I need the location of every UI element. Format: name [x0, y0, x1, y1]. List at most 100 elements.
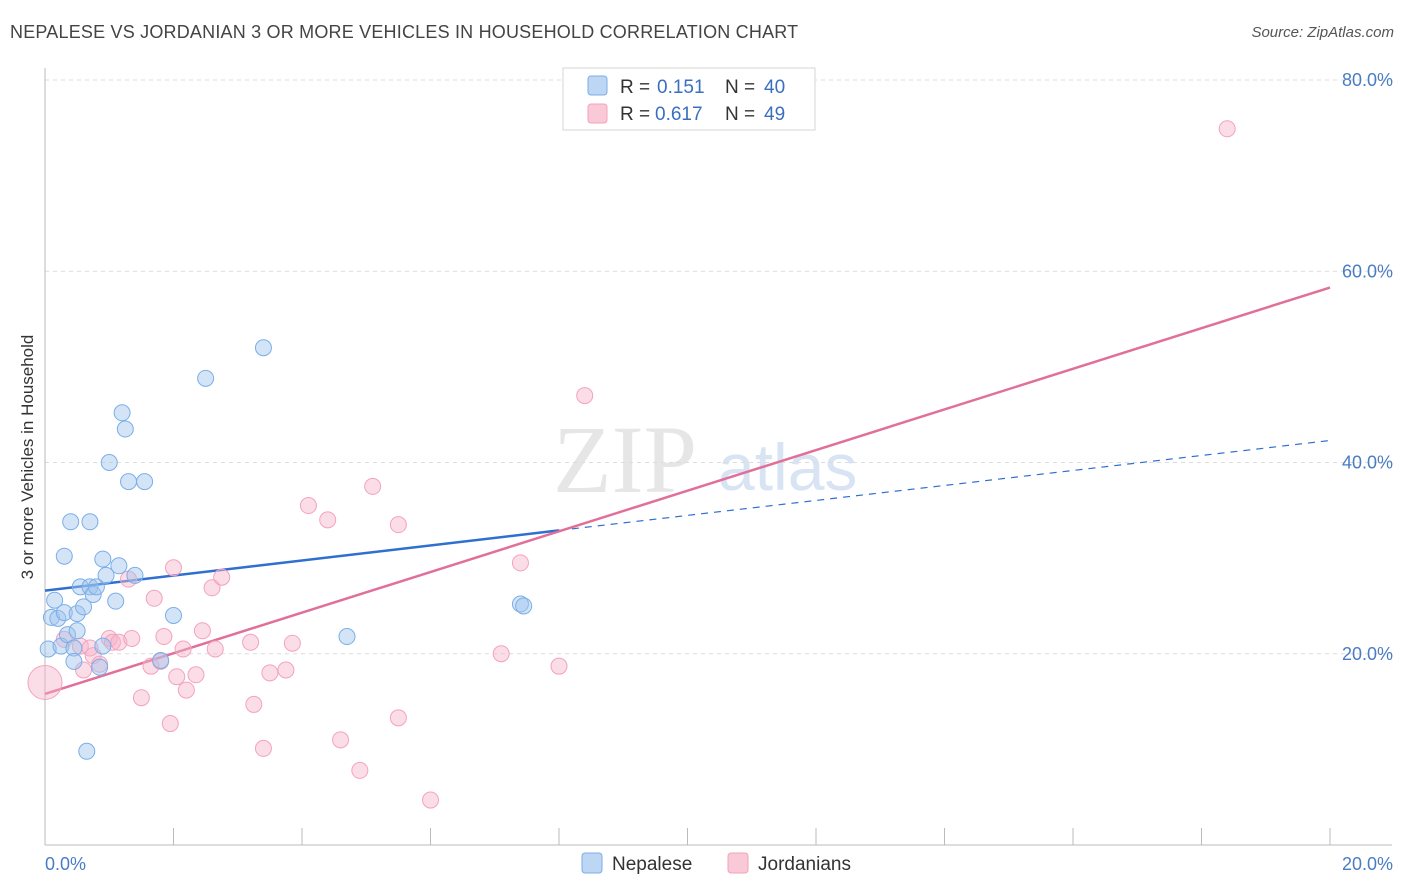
y-axis-label: 3 or more Vehicles in Household [18, 335, 37, 580]
nepalese-point [62, 513, 80, 531]
jordanians-point [332, 731, 350, 749]
jordanians-point [123, 629, 141, 647]
jordanians-point [75, 661, 93, 679]
nepalese-point [165, 607, 182, 624]
jordanians-point [1218, 120, 1236, 138]
legend-r-value-jordanians: 0.617 [655, 104, 703, 125]
jordanians-point [193, 622, 211, 640]
watermark-zip: ZIP [553, 406, 697, 513]
jordanians-point [492, 645, 510, 663]
legend-r-value-nepalese: 0.151 [657, 77, 705, 98]
jordanians-point [511, 554, 529, 572]
jordanians-point [206, 640, 224, 658]
jordanians-point [277, 661, 295, 679]
nepalese-point [107, 592, 125, 610]
jordanians-trend-line [44, 286, 1331, 696]
y-tick-label: 40.0% [1342, 453, 1393, 473]
nepalese-point [49, 609, 67, 627]
jordanians-point [177, 681, 195, 699]
jordanians-point [299, 497, 317, 515]
nepalese-point [68, 622, 86, 640]
jordanians-point [110, 633, 128, 651]
nepalese-point [39, 640, 57, 658]
watermark-atlas: atlas [718, 430, 857, 504]
x-tick-label: 0.0% [45, 854, 86, 874]
bottom-legend-swatch-jordanians [727, 852, 749, 874]
nepalese-point [197, 369, 215, 387]
jordanians-point [389, 516, 407, 534]
jordanians-point [364, 477, 382, 495]
jordanians-point [174, 640, 192, 658]
data-points [27, 120, 1236, 809]
nepalese-point [152, 651, 170, 669]
legend-swatch-nepalese [587, 75, 608, 96]
jordanians-point [245, 695, 263, 713]
nepalese-point [120, 473, 138, 491]
nepalese-point [110, 557, 128, 575]
jordanians-point [422, 791, 439, 809]
jordanians-point [254, 739, 272, 757]
jordanians-point [550, 657, 568, 675]
axes: 20.0% 40.0% 60.0% 80.0% 0.0% 20.0% [44, 68, 1393, 874]
nepalese-point [511, 595, 529, 613]
jordanians-point [319, 511, 337, 529]
legend: R = 0.151 N = 40 R = 0.617 N = 49 [562, 67, 816, 131]
y-tick-label: 80.0% [1342, 70, 1393, 90]
nepalese-point [113, 404, 131, 422]
nepalese-point [78, 742, 96, 760]
nepalese-point [100, 454, 118, 471]
jordanians-point [389, 709, 407, 727]
jordanians-point [283, 634, 301, 652]
legend-r-label: R = [620, 104, 650, 125]
nepalese-trend-line [44, 529, 560, 592]
nepalese-point [42, 608, 60, 626]
nepalese-point [68, 605, 86, 623]
chart-title: NEPALESE VS JORDANIAN 3 OR MORE VEHICLES… [10, 22, 799, 42]
nepalese-point [75, 598, 93, 616]
x-tick-label: 20.0% [1342, 854, 1393, 874]
jordanians-point [261, 664, 279, 682]
legend-n-label: N = [725, 104, 755, 125]
nepalese-point [87, 578, 105, 596]
jordanians-point [132, 689, 150, 707]
jordanians-point [165, 559, 182, 577]
source-label: Source: ZipAtlas.com [1251, 24, 1394, 41]
jordanians-point [213, 568, 231, 586]
trend-lines [44, 286, 1331, 696]
nepalese-point [116, 420, 134, 438]
bottom-legend-label-nepalese: Nepalese [612, 854, 692, 875]
bottom-legend-swatch-nepalese [581, 852, 603, 874]
jordanians-point [155, 628, 173, 646]
legend-r-label: R = [620, 77, 650, 98]
bottom-legend: Nepalese Jordanians [581, 852, 851, 875]
nepalese-point [136, 473, 154, 491]
jordanians-point [351, 761, 369, 779]
nepalese-point [126, 566, 144, 584]
jordanians-point [242, 633, 260, 651]
jordanians-point [142, 657, 160, 675]
jordanians-point [168, 668, 186, 686]
nepalese-point [65, 652, 83, 670]
jordanians-point [187, 666, 205, 684]
jordanians-point [27, 664, 63, 700]
y-tick-label: 20.0% [1342, 644, 1393, 664]
nepalese-point [46, 591, 64, 609]
nepalese-point [91, 658, 109, 676]
nepalese-point [94, 550, 112, 568]
nepalese-point [94, 637, 112, 655]
legend-n-value-jordanians: 49 [764, 104, 785, 125]
y-tick-label: 60.0% [1342, 261, 1393, 281]
nepalese-point [81, 513, 99, 531]
nepalese-point [55, 604, 73, 622]
bottom-legend-label-jordanians: Jordanians [758, 854, 851, 875]
nepalese-point [254, 339, 272, 357]
nepalese-point [515, 597, 533, 615]
nepalese-point [97, 566, 115, 584]
legend-swatch-jordanians [587, 103, 608, 124]
jordanians-point [576, 387, 594, 405]
jordanians-point [203, 579, 221, 597]
legend-n-value-nepalese: 40 [764, 77, 785, 98]
nepalese-point [65, 639, 83, 657]
nepalese-point [55, 547, 73, 565]
